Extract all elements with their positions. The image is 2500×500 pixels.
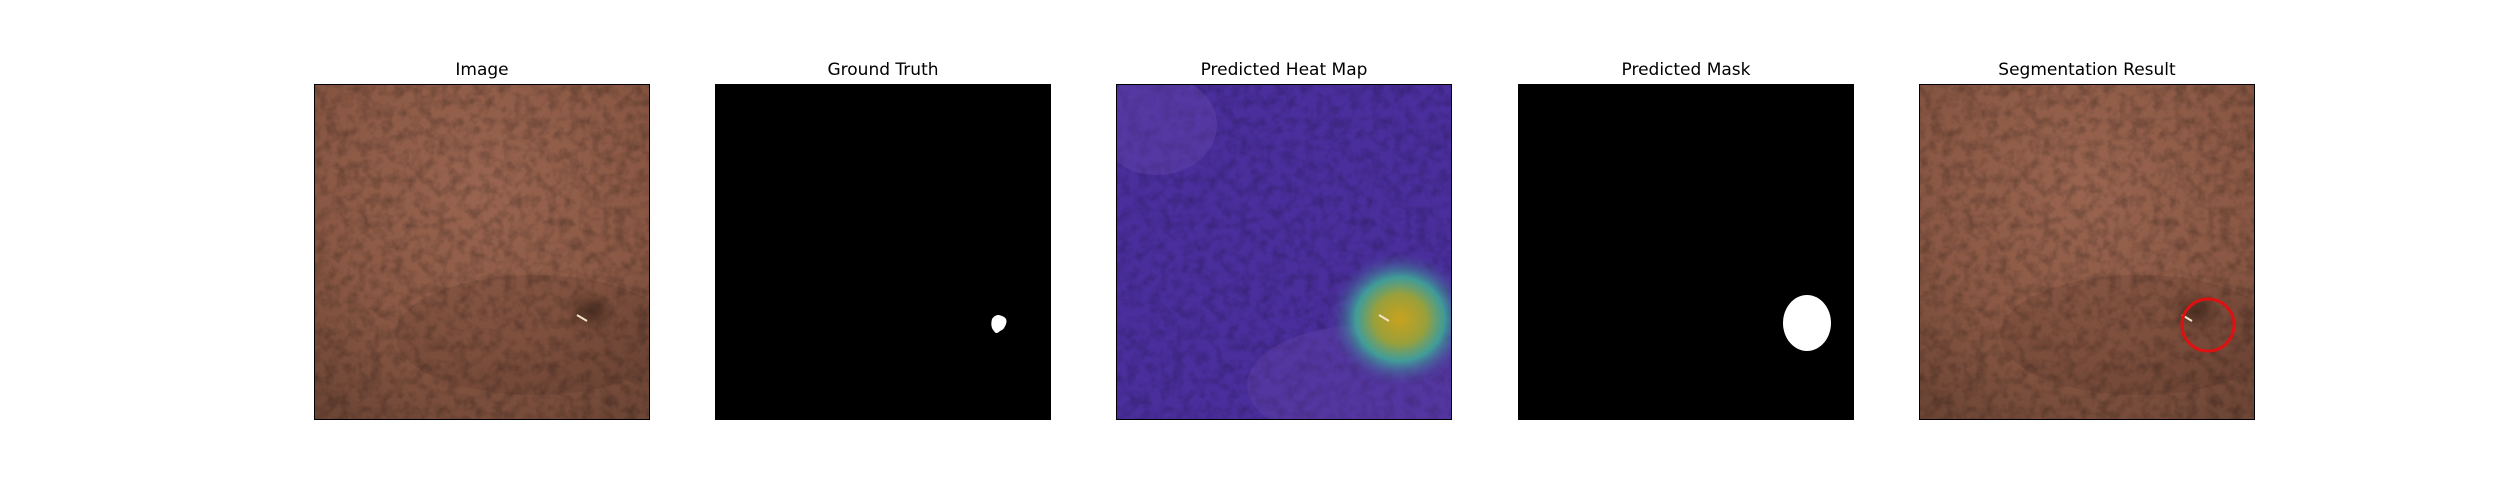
predicted-mask [1518, 84, 1854, 420]
heatmap [1116, 84, 1452, 420]
ground-truth-mask [715, 84, 1051, 420]
red-circle-marker [2180, 297, 2236, 353]
panel-title: Segmentation Result [1998, 60, 2176, 80]
segmentation-result [1919, 84, 2255, 420]
panel-title: Predicted Mask [1621, 60, 1751, 80]
panel-title: Image [455, 60, 509, 80]
leather-image [314, 84, 650, 420]
panel-title: Predicted Heat Map [1200, 60, 1368, 80]
panel-title: Ground Truth [827, 60, 939, 80]
